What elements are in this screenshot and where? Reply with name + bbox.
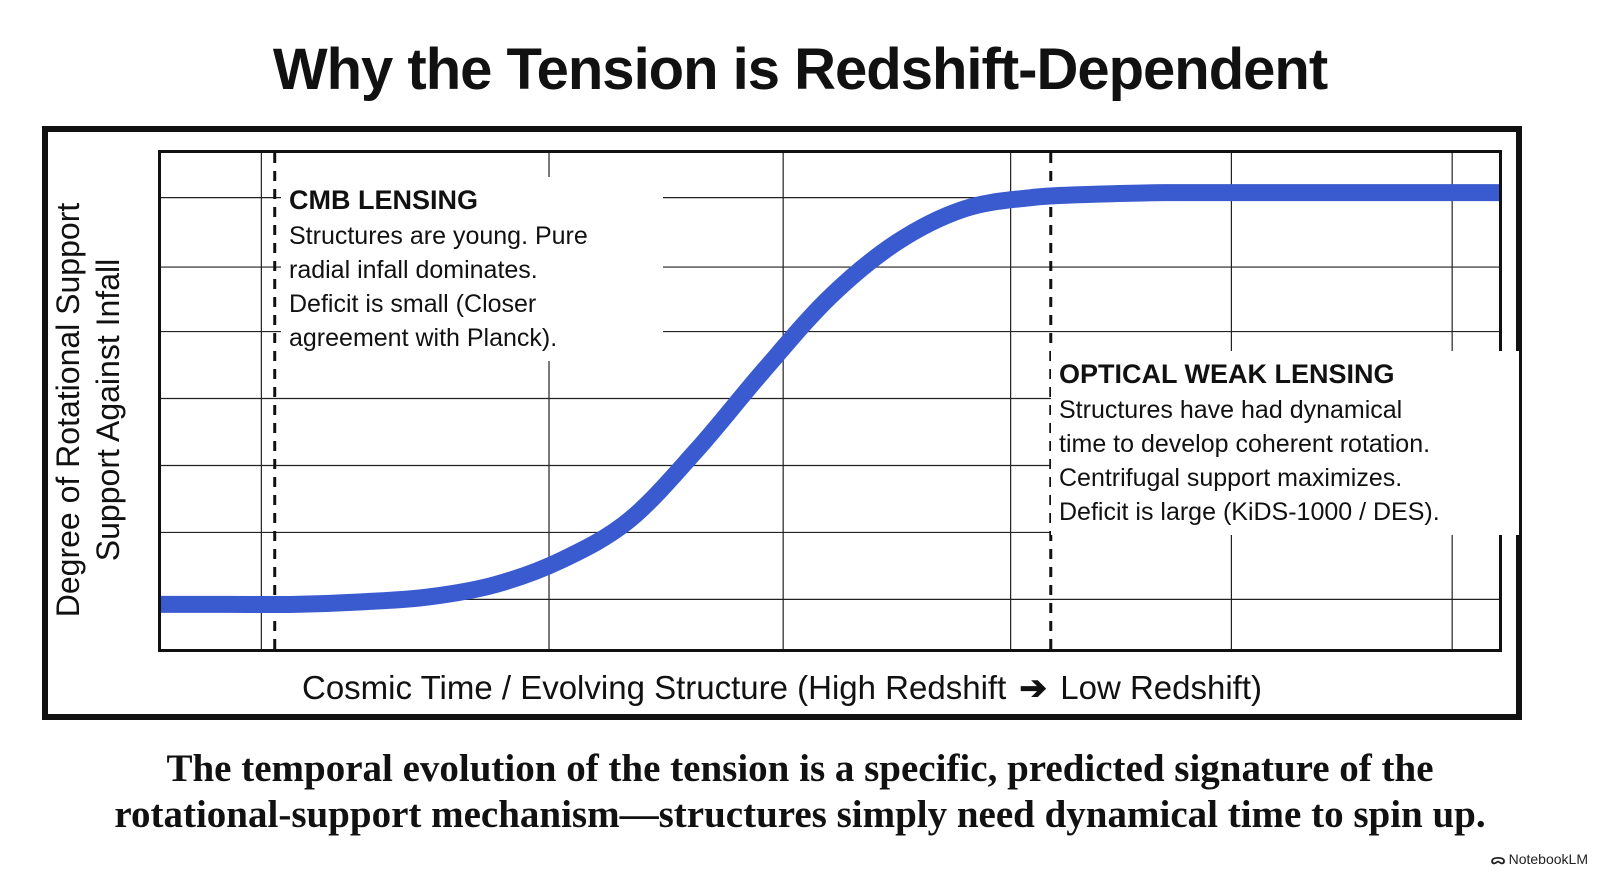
annotation-optical-weak-lensing: OPTICAL WEAK LENSING Structures have had… [1051, 351, 1519, 535]
annotation-cmb-line-2: radial infall dominates. [289, 256, 538, 284]
right-arrow-icon: ➔ [1019, 669, 1048, 706]
chart-frame: Degree of Rotational Support Support Aga… [42, 126, 1522, 720]
annotation-optical-line-1: Structures have had dynamical [1059, 396, 1403, 424]
annotation-cmb-line-1: Structures are young. Pure [289, 222, 588, 250]
caption: The temporal evolution of the tension is… [0, 746, 1600, 838]
x-axis-label: Cosmic Time / Evolving Structure (High R… [48, 668, 1516, 707]
notebooklm-logo-icon: ᯅ [1490, 851, 1506, 867]
caption-line-2: rotational-support mechanism—structures … [114, 793, 1486, 836]
annotation-cmb-line-4: agreement with Planck). [289, 324, 558, 352]
brand-watermark: ᯅ NotebookLM [1490, 850, 1588, 869]
annotation-cmb-line-3: Deficit is small (Closer [289, 290, 537, 318]
annotation-optical-line-2: time to develop coherent rotation. [1059, 430, 1431, 458]
plot-area: CMB LENSING Structures are young. Pure r… [158, 150, 1519, 652]
brand-name: NotebookLM [1508, 851, 1588, 867]
y-axis-label-line-2: Support Against Infall [90, 258, 126, 562]
page-title: Why the Tension is Redshift-Dependent [272, 37, 1328, 102]
caption-line-1: The temporal evolution of the tension is… [166, 747, 1434, 790]
annotation-cmb-heading: CMB LENSING [289, 185, 478, 215]
y-axis-label-line-1: Degree of Rotational Support [50, 202, 86, 618]
x-axis-label-right: Low Redshift) [1060, 669, 1262, 706]
annotation-cmb-lensing: CMB LENSING Structures are young. Pure r… [281, 177, 663, 361]
annotation-optical-line-3: Centrifugal support maximizes. [1059, 464, 1403, 492]
annotation-optical-heading: OPTICAL WEAK LENSING [1059, 359, 1395, 389]
x-axis-label-left: Cosmic Time / Evolving Structure (High R… [302, 669, 1007, 706]
series-line-0 [161, 184, 1499, 614]
annotation-optical-line-4: Deficit is large (KiDS-1000 / DES). [1059, 498, 1440, 526]
